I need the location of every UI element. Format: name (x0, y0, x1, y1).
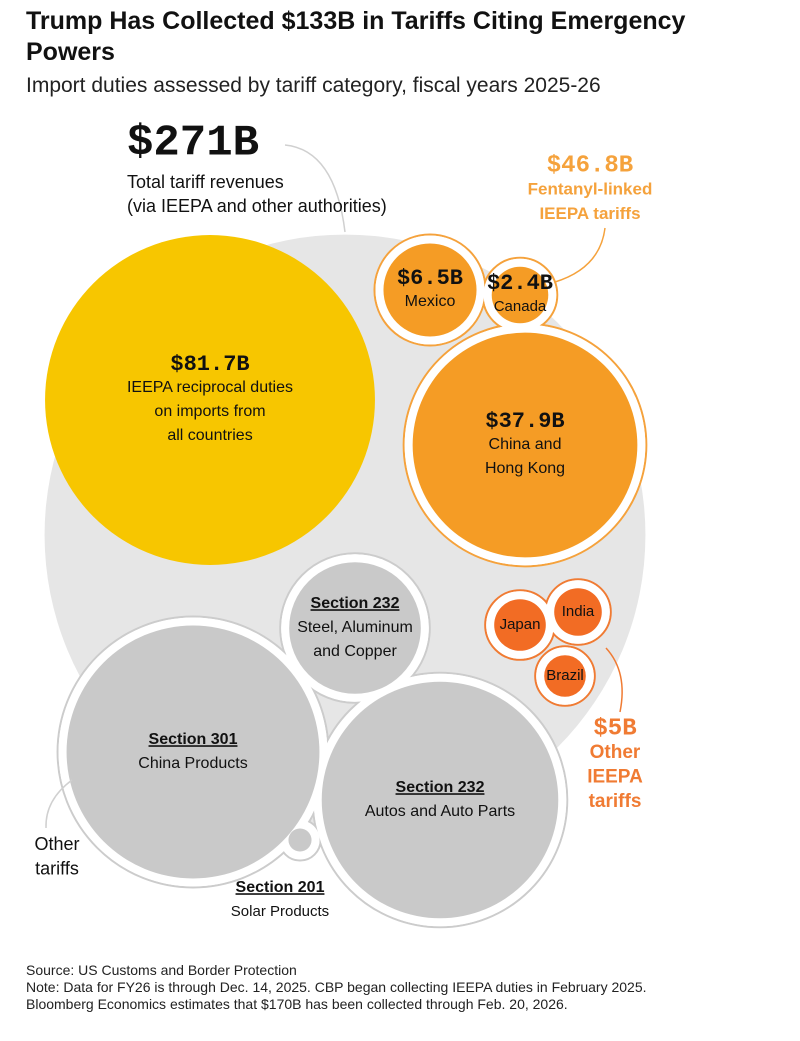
group-name: tariffs (589, 791, 642, 812)
bubble-label: Canada (494, 298, 547, 315)
group-name: IEEPA (587, 767, 643, 788)
chart: $271B Total tariff revenues (via IEEPA and… (34, 119, 653, 929)
group-name: tariffs (35, 858, 79, 878)
bubble (554, 588, 602, 636)
group-name: Other (590, 742, 641, 763)
bubble-label: all countries (167, 427, 252, 444)
note: Bloomberg Economics estimates that $170B… (26, 996, 568, 1012)
title: Trump Has Collected $133B in Tariffs Cit… (26, 7, 686, 66)
total-label: Total tariff revenues (127, 172, 284, 192)
bubble-label: Solar Products (231, 903, 329, 920)
value-label: $2.4B (487, 271, 553, 296)
bubble (544, 655, 586, 697)
source: Source: US Customs and Border Protection (26, 962, 297, 978)
bubble (45, 235, 375, 565)
bubbles (44, 233, 648, 929)
bubble-label: Steel, Aluminum (297, 619, 413, 636)
bubble-name: Section 232 (396, 779, 485, 796)
footer: Source: US Customs and Border Protection… (26, 962, 647, 1013)
bubble-label: Autos and Auto Parts (365, 803, 515, 820)
bubble (66, 625, 320, 879)
group-value: $5B (593, 715, 636, 742)
leader-line (45, 779, 73, 829)
bubble-label: India (562, 603, 595, 620)
group-name: IEEPA tariffs (539, 204, 640, 223)
bubble (321, 681, 559, 919)
bubble-name: Section 301 (149, 731, 238, 748)
leader-line (605, 647, 623, 713)
bubble-label: China Products (138, 755, 247, 772)
bubble-name: Section 232 (311, 595, 400, 612)
bubble-label: Brazil (546, 667, 584, 684)
bubble-label: China and (489, 436, 562, 453)
leaders (45, 144, 623, 829)
bubble-label: on imports from (154, 403, 265, 420)
bubble-label: Hong Kong (485, 460, 565, 477)
value-label: $81.7B (170, 352, 249, 377)
bubble (288, 828, 312, 852)
group-value: $46.8B (547, 152, 633, 179)
total-label: (via IEEPA and other authorities) (127, 196, 387, 216)
group-name: Other (34, 834, 79, 854)
bubble-name: Section 201 (236, 879, 325, 896)
subtitle: Import duties assessed by tariff categor… (26, 74, 601, 97)
bubble-label: and Copper (313, 643, 397, 660)
group-name: Fentanyl-linked (528, 179, 653, 198)
bubble-label: Mexico (405, 293, 456, 310)
value-label: $37.9B (485, 409, 564, 434)
bubble (289, 562, 421, 694)
bubble (494, 599, 546, 651)
bubble (491, 266, 549, 324)
total-value: $271B (127, 119, 259, 169)
bubble (412, 332, 638, 558)
bubble (383, 243, 477, 337)
leader-line (554, 227, 606, 283)
bubble-label: Japan (500, 616, 541, 633)
bubble-label: IEEPA reciprocal duties (127, 379, 293, 396)
leader-line (284, 144, 346, 233)
note: Note: Data for FY26 is through Dec. 14, … (26, 979, 647, 995)
value-label: $6.5B (397, 266, 463, 291)
